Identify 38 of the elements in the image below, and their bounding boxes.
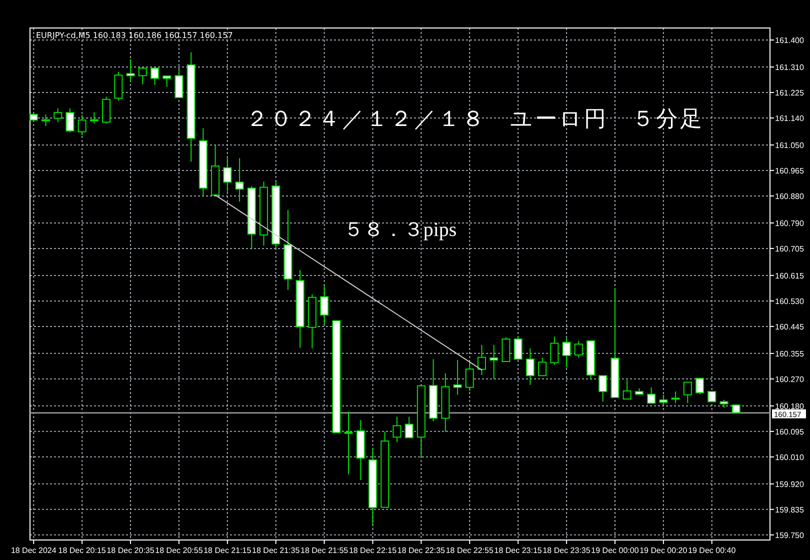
y-tick-label: 161.310: [775, 62, 804, 72]
y-tick-label: 159.835: [775, 505, 804, 514]
x-tick-label: 19 Dec 00:20: [640, 546, 688, 555]
y-tick-label: 159.920: [775, 480, 804, 489]
y-tick-label: 159.750: [775, 530, 804, 540]
x-tick-label: 18 Dec 23:15: [494, 546, 542, 555]
y-tick-label: 160.530: [775, 296, 804, 306]
y-tick-label: 160.270: [775, 374, 804, 384]
chart-subtitle: EURJPY-cd,M5 160.183 160.186 160.157 160.157: [36, 31, 233, 40]
x-tick-label: 18 Dec 21:55: [300, 546, 349, 555]
y-tick-label: 161.050: [775, 140, 804, 150]
y-tick-label: 160.355: [775, 349, 804, 358]
y-tick-label: 160.705: [775, 244, 804, 254]
y-tick-label: 160.180: [775, 402, 804, 411]
y-tick-label: 160.790: [775, 218, 804, 228]
x-tick-label: 19 Dec 00:00: [591, 546, 640, 555]
x-tick-label: 18 Dec 20:15: [58, 546, 106, 555]
x-tick-label: 18 Dec 21:35: [252, 546, 300, 555]
y-tick-label: 161.225: [775, 88, 804, 98]
annotation: ５８．３pips: [343, 219, 457, 241]
x-tick-label: 18 Dec 21:15: [204, 546, 252, 555]
y-tick-label: 161.140: [775, 114, 804, 123]
y-tick-label: 161.400: [775, 36, 804, 45]
x-tick-label: 18 Dec 22:15: [348, 546, 398, 555]
y-tick-label: 160.965: [775, 166, 804, 176]
x-tick-label: 18 Dec 22:35: [397, 546, 446, 555]
y-tick-label: 160.010: [775, 452, 804, 462]
y-tick-label: 160.445: [775, 322, 804, 332]
x-tick-label: 18 Dec 20:55: [155, 546, 204, 555]
x-tick-label: 18 Dec 23:35: [542, 546, 591, 555]
y-tick-label: 160.615: [775, 271, 804, 280]
y-tick-label: 160.095: [775, 427, 804, 436]
y-tick-label: 160.880: [775, 192, 804, 201]
x-tick-label: 19 Dec 00:40: [688, 546, 736, 555]
x-tick-label: 18 Dec 2024: [10, 546, 57, 555]
x-tick-label: 18 Dec 22:55: [446, 546, 494, 555]
x-tick-label: 18 Dec 20:35: [106, 546, 155, 555]
text: ２０２４／１２／１８ ユーロ円 ５分足: [246, 106, 704, 131]
